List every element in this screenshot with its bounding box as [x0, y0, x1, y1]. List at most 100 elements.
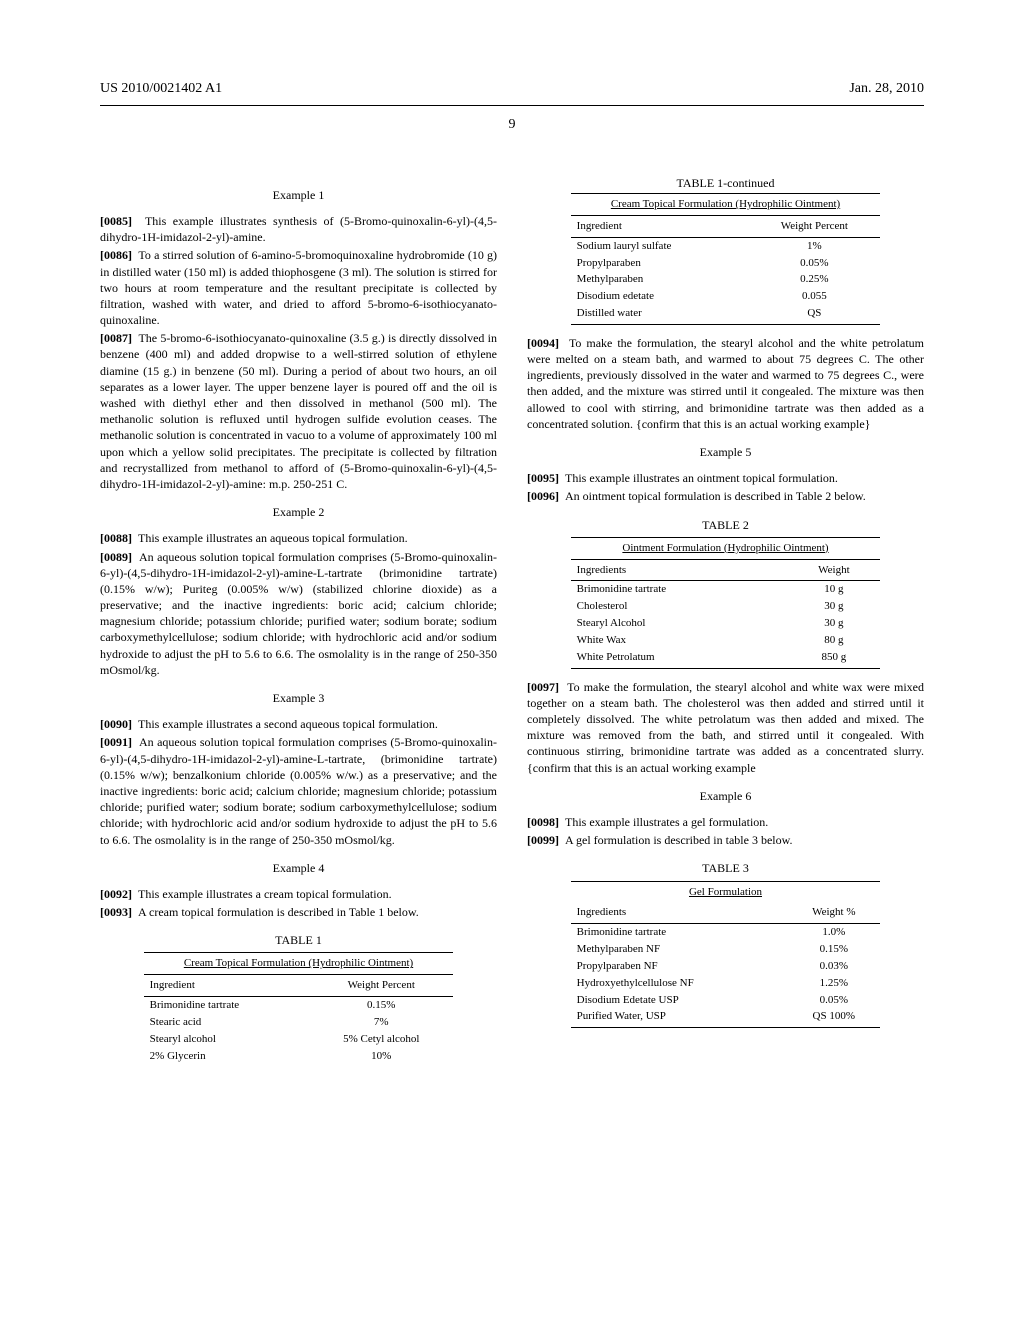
cell: Stearyl Alcohol [571, 615, 788, 632]
cell: Propylparaben [571, 255, 749, 272]
cell: Propylparaben NF [571, 958, 788, 975]
cell: Stearic acid [144, 1014, 310, 1031]
table-row: Cholesterol30 g [571, 598, 881, 615]
cell: 0.03% [787, 958, 880, 975]
paragraph: [0098] This example illustrates a gel fo… [527, 814, 924, 830]
cell: 0.05% [787, 992, 880, 1009]
cell: 30 g [787, 598, 880, 615]
publication-number: US 2010/0021402 A1 [100, 80, 222, 99]
para-text: A gel formulation is described in table … [565, 833, 793, 847]
cell: Stearyl alcohol [144, 1031, 310, 1048]
paragraph: [0095] This example illustrates an ointm… [527, 470, 924, 486]
para-number: [0094] [527, 336, 559, 350]
paragraph: [0099] A gel formulation is described in… [527, 832, 924, 848]
para-number: [0085] [100, 214, 132, 228]
cell: 0.055 [748, 288, 880, 305]
para-text: To a stirred solution of 6-amino-5-bromo… [100, 248, 497, 327]
table-row: Purified Water, USPQS 100% [571, 1008, 881, 1027]
table-row: 2% Glycerin10% [144, 1048, 454, 1065]
cell: White Wax [571, 632, 788, 649]
paragraph: [0086] To a stirred solution of 6-amino-… [100, 247, 497, 328]
cell: Brimonidine tartrate [144, 997, 310, 1014]
para-number: [0097] [527, 680, 559, 694]
table-2: Ointment Formulation (Hydrophilic Ointme… [571, 537, 881, 669]
table-row: White Petrolatum850 g [571, 649, 881, 668]
para-number: [0086] [100, 248, 132, 262]
cell: Sodium lauryl sulfate [571, 237, 749, 254]
table-row: White Wax80 g [571, 632, 881, 649]
table-row: Stearyl Alcohol30 g [571, 615, 881, 632]
cell: 5% Cetyl alcohol [309, 1031, 453, 1048]
para-text: To make the formulation, the stearyl alc… [527, 680, 924, 775]
table-row: Methylparaben0.25% [571, 271, 881, 288]
cell: Purified Water, USP [571, 1008, 788, 1027]
paragraph: [0090] This example illustrates a second… [100, 716, 497, 732]
table-1-continued: Cream Topical Formulation (Hydrophilic O… [571, 193, 881, 325]
col-header: Ingredient [144, 975, 310, 997]
para-number: [0087] [100, 331, 132, 345]
table-row: Propylparaben0.05% [571, 255, 881, 272]
table-caption: TABLE 2 [527, 517, 924, 533]
cell: 1.25% [787, 975, 880, 992]
cell: White Petrolatum [571, 649, 788, 668]
cell: 80 g [787, 632, 880, 649]
table-caption: TABLE 3 [527, 860, 924, 876]
table-title: Cream Topical Formulation (Hydrophilic O… [571, 193, 881, 215]
para-text: A cream topical formulation is described… [138, 905, 419, 919]
cell: Methylparaben [571, 271, 749, 288]
table-row: Hydroxyethylcellulose NF1.25% [571, 975, 881, 992]
cell: Brimonidine tartrate [571, 581, 788, 598]
example-heading: Example 1 [100, 187, 497, 203]
cell: Disodium Edetate USP [571, 992, 788, 1009]
page: US 2010/0021402 A1 Jan. 28, 2010 9 Examp… [0, 0, 1024, 1320]
paragraph: [0085] This example illustrates synthesi… [100, 213, 497, 245]
para-number: [0088] [100, 531, 132, 545]
para-text: This example illustrates synthesis of (5… [100, 214, 497, 244]
para-text: This example illustrates a gel formulati… [565, 815, 768, 829]
para-text: An aqueous solution topical formulation … [100, 735, 497, 846]
cell: QS 100% [787, 1008, 880, 1027]
para-number: [0099] [527, 833, 559, 847]
table-title: Ointment Formulation (Hydrophilic Ointme… [571, 537, 881, 559]
example-heading: Example 2 [100, 504, 497, 520]
cell: 0.05% [748, 255, 880, 272]
paragraph: [0091] An aqueous solution topical formu… [100, 734, 497, 847]
para-text: This example illustrates an ointment top… [565, 471, 838, 485]
cell: 0.15% [787, 941, 880, 958]
table-row: Brimonidine tartrate0.15% [144, 997, 454, 1014]
col-header: Ingredient [571, 215, 749, 237]
paragraph: [0094] To make the formulation, the stea… [527, 335, 924, 432]
cell: Hydroxyethylcellulose NF [571, 975, 788, 992]
cell: 10% [309, 1048, 453, 1065]
cell: 0.15% [309, 997, 453, 1014]
paragraph: [0093] A cream topical formulation is de… [100, 904, 497, 920]
content-columns: Example 1 [0085] This example illustrate… [100, 175, 924, 1075]
para-text: This example illustrates a second aqueou… [138, 717, 438, 731]
table-row: Distilled waterQS [571, 305, 881, 324]
cell: Methylparaben NF [571, 941, 788, 958]
para-number: [0093] [100, 905, 132, 919]
para-number: [0091] [100, 735, 132, 749]
paragraph: [0097] To make the formulation, the stea… [527, 679, 924, 776]
cell: 7% [309, 1014, 453, 1031]
para-text: To make the formulation, the stearyl alc… [527, 336, 924, 431]
page-number: 9 [100, 116, 924, 135]
paragraph: [0088] This example illustrates an aqueo… [100, 530, 497, 546]
table-title: Cream Topical Formulation (Hydrophilic O… [144, 953, 454, 975]
cell: 30 g [787, 615, 880, 632]
para-number: [0096] [527, 489, 559, 503]
col-header: Weight Percent [748, 215, 880, 237]
cell: 850 g [787, 649, 880, 668]
paragraph: [0087] The 5-bromo-6-isothiocyanato-quin… [100, 330, 497, 492]
col-header: Weight % [787, 902, 880, 923]
para-number: [0090] [100, 717, 132, 731]
para-number: [0098] [527, 815, 559, 829]
para-text: This example illustrates an aqueous topi… [138, 531, 408, 545]
table-row: Propylparaben NF0.03% [571, 958, 881, 975]
table-row: Methylparaben NF0.15% [571, 941, 881, 958]
example-heading: Example 4 [100, 860, 497, 876]
col-header: Ingredients [571, 902, 788, 923]
paragraph: [0092] This example illustrates a cream … [100, 886, 497, 902]
table-title: Gel Formulation [571, 881, 881, 902]
table-row: Disodium edetate0.055 [571, 288, 881, 305]
